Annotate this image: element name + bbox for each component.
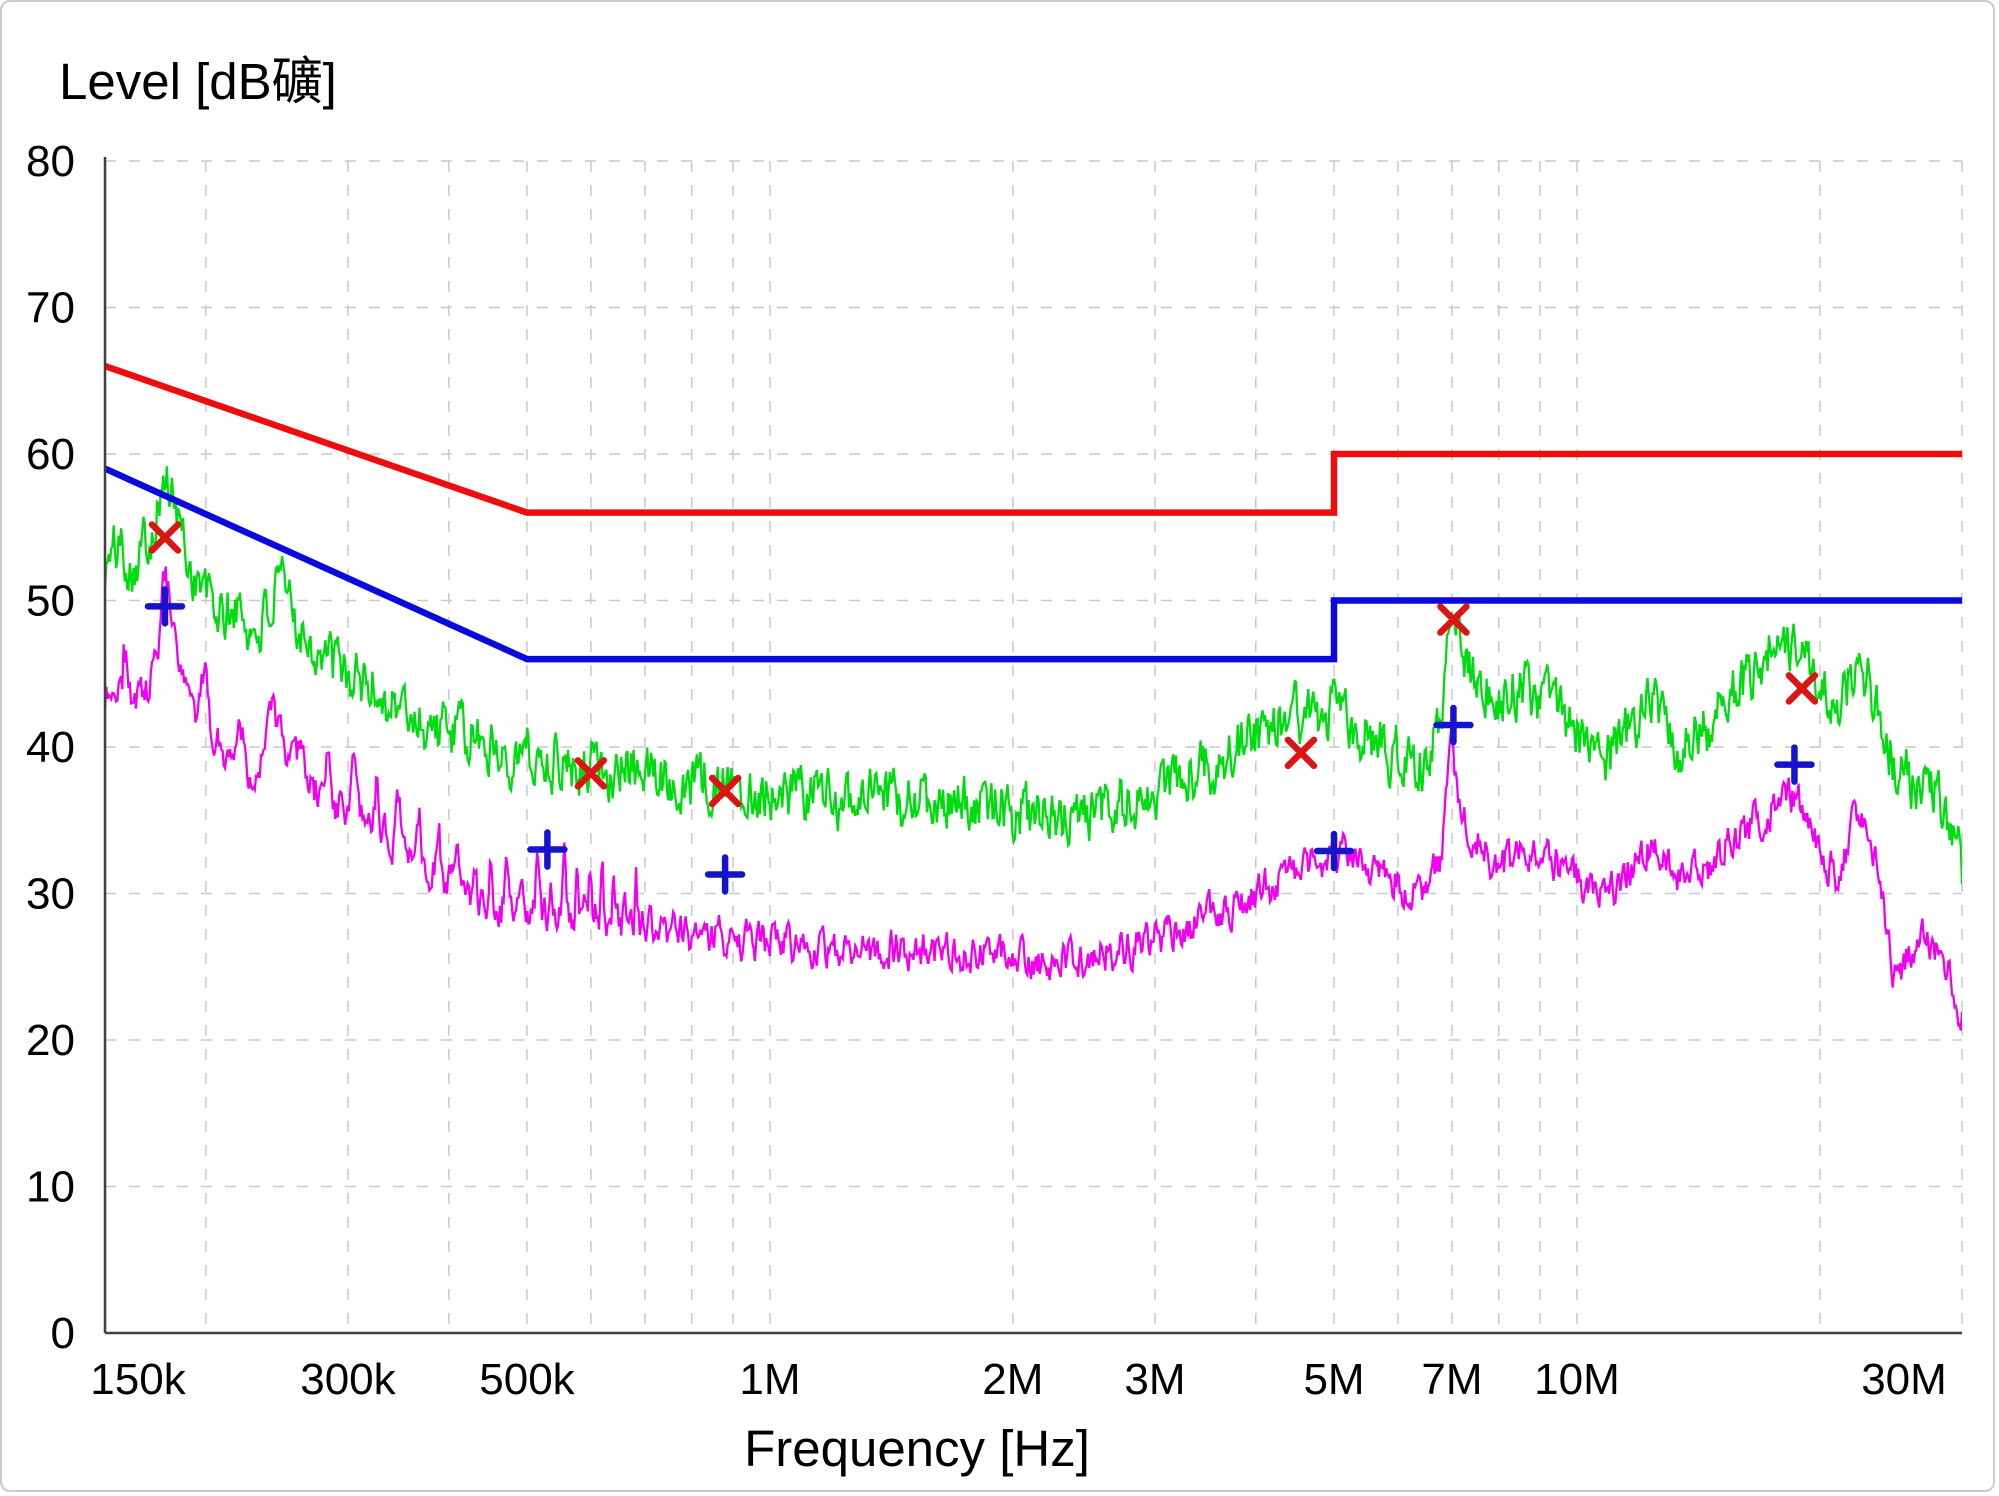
- chart-generated-layers: 0 10 20 30 40 50 60 70 80 150k 300k 500k 1M 2M 3M 5M 7M 1…: [26, 137, 1963, 1404]
- y-tick-label: 40: [26, 723, 75, 772]
- y-axis-unit-title: Level [dB礦]: [59, 53, 337, 110]
- red-x-marker: [1785, 672, 1819, 705]
- blue-plus-marker: [527, 829, 568, 870]
- y-tick-label: 10: [26, 1163, 75, 1212]
- red-x-marker: [574, 757, 608, 790]
- magenta_trace: [105, 566, 1962, 1031]
- x-tick-label: 30M: [1861, 1355, 1947, 1404]
- axes: [103, 157, 1962, 1335]
- red-x-marker: [148, 521, 182, 554]
- x-tick-label: 2M: [982, 1355, 1043, 1404]
- blue-plus-marker: [1433, 704, 1474, 746]
- green_trace: [105, 466, 1962, 885]
- x-tick-label: 7M: [1421, 1355, 1482, 1404]
- x-tick-label: 10M: [1534, 1355, 1620, 1404]
- tick-labels: 0 10 20 30 40 50 60 70 80 150k 300k 500k 1M 2M 3M 5M 7M 1…: [26, 137, 1947, 1404]
- x-tick-label: 3M: [1124, 1355, 1185, 1404]
- blue_limit_line: [105, 465, 1962, 663]
- x-tick-label: 150k: [90, 1355, 186, 1404]
- y-tick-label: 80: [26, 137, 75, 186]
- blue-plus-marker: [144, 586, 186, 627]
- red-x-marker: [1284, 736, 1318, 770]
- blue-plus-marker: [1774, 744, 1815, 785]
- red-x-marker: [708, 774, 742, 808]
- grid-lines: [105, 160, 1963, 1333]
- x-tick-label: 5M: [1303, 1355, 1364, 1404]
- y-tick-label: 50: [26, 577, 75, 626]
- red_limit_line: [105, 363, 1962, 516]
- x-tick-label: 300k: [300, 1355, 396, 1404]
- y-tick-label: 60: [26, 430, 75, 479]
- y-tick-label: 70: [26, 284, 75, 333]
- x-tick-label: 500k: [479, 1355, 575, 1404]
- plot-area: [105, 363, 1962, 1031]
- x-tick-label: 1M: [739, 1355, 800, 1404]
- final-measurement-markers: [144, 521, 1819, 895]
- y-tick-label: 0: [51, 1309, 75, 1358]
- red-x-marker: [1437, 603, 1470, 636]
- blue-plus-marker: [1313, 830, 1355, 872]
- blue-plus-marker: [704, 854, 746, 895]
- y-tick-label: 20: [26, 1016, 75, 1065]
- x-axis-title: Frequency [Hz]: [744, 1420, 1090, 1477]
- y-tick-label: 30: [26, 870, 75, 919]
